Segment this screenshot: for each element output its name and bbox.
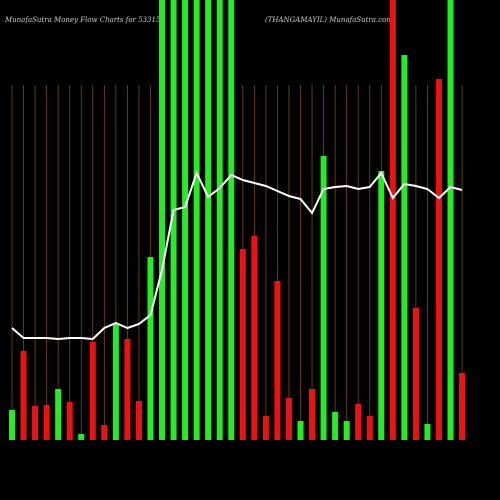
bar [285, 398, 292, 440]
bar [135, 401, 142, 440]
bar [309, 389, 316, 440]
bar [366, 416, 373, 440]
bar [159, 0, 166, 440]
bar [459, 373, 466, 440]
bar [78, 434, 85, 440]
chart-title: MunafaSutra Money Flow Charts for 533158 [4, 16, 165, 24]
bar [32, 406, 39, 440]
bar [216, 0, 223, 440]
bar [239, 249, 246, 440]
bar [251, 236, 258, 440]
bar [182, 0, 189, 440]
bar [297, 421, 304, 440]
bar [355, 404, 362, 440]
bar [112, 323, 119, 440]
bar [101, 425, 108, 440]
bar [66, 402, 73, 440]
bar [170, 0, 177, 440]
bar [274, 281, 281, 440]
bar [89, 342, 96, 440]
bar [43, 405, 50, 440]
bar [389, 0, 396, 440]
bar [320, 156, 327, 440]
bar [435, 79, 442, 440]
bar [9, 410, 15, 440]
bar [378, 171, 385, 440]
bar [193, 0, 200, 440]
bar [447, 0, 454, 440]
bar [20, 351, 27, 440]
bar [147, 257, 154, 440]
bar [55, 389, 62, 440]
bar [332, 412, 339, 440]
bar [401, 55, 408, 440]
bar [343, 421, 350, 440]
chart-subtitle: (THANGAMAYIL) MunafaSutra.com [265, 16, 393, 24]
bar [424, 424, 431, 440]
line [11, 170, 463, 341]
bar [228, 0, 235, 440]
bar [124, 339, 131, 440]
bar [412, 308, 419, 440]
bar [262, 416, 269, 440]
plot [9, 0, 466, 440]
bar [205, 0, 212, 440]
